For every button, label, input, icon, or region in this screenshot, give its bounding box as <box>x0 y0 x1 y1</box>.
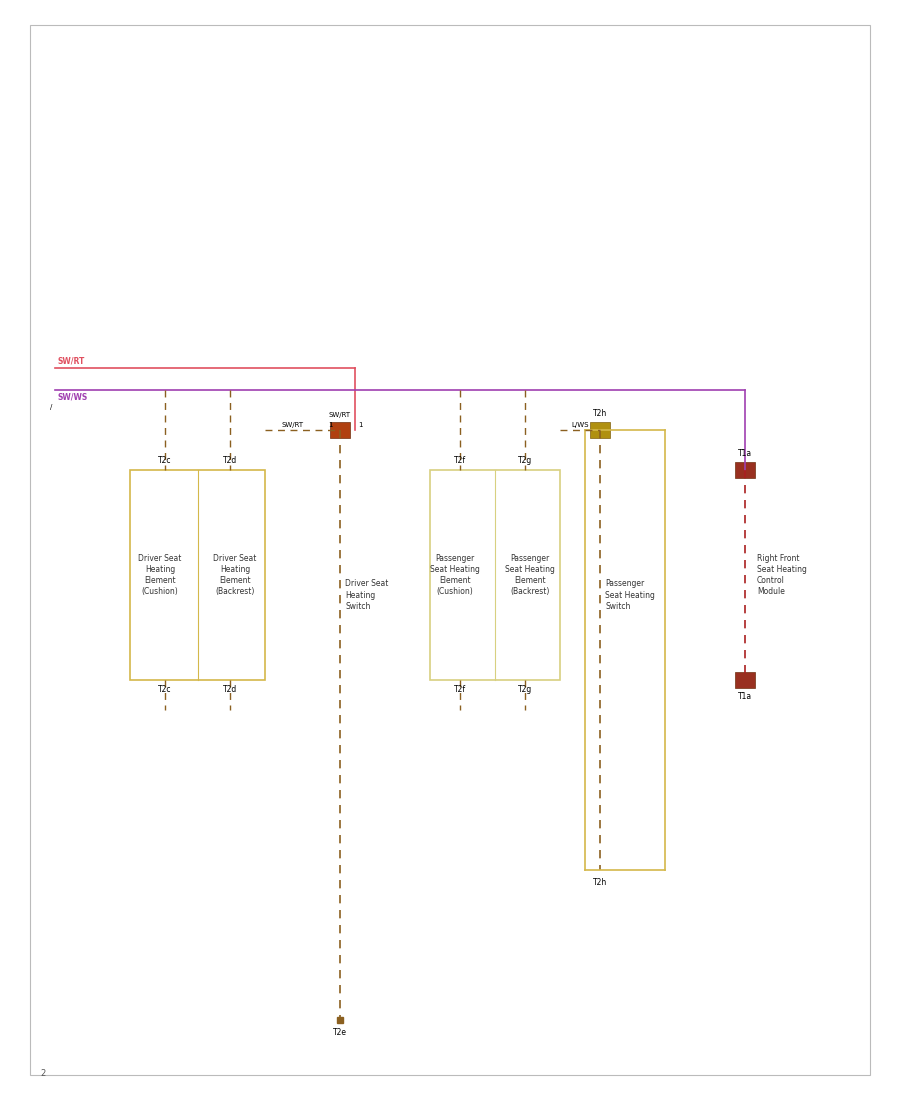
Text: T2e: T2e <box>333 1028 347 1037</box>
Text: Right Front
Seat Heating
Control
Module: Right Front Seat Heating Control Module <box>757 554 807 596</box>
Text: 2: 2 <box>40 1069 45 1078</box>
Text: Driver Seat
Heating
Element
(Backrest): Driver Seat Heating Element (Backrest) <box>213 554 256 596</box>
Bar <box>430 470 560 680</box>
Text: T2f: T2f <box>454 685 466 694</box>
Text: Driver Seat
Heating
Element
(Cushion): Driver Seat Heating Element (Cushion) <box>139 554 182 596</box>
Text: Driver Seat
Heating
Switch: Driver Seat Heating Switch <box>345 580 389 611</box>
Text: T2d: T2d <box>223 685 237 694</box>
Text: Passenger
Seat Heating
Switch: Passenger Seat Heating Switch <box>605 580 655 611</box>
Text: SW/RT: SW/RT <box>57 356 85 365</box>
Bar <box>735 462 755 478</box>
Bar <box>330 422 350 438</box>
Bar <box>590 422 610 438</box>
Text: SW/RT: SW/RT <box>282 422 303 428</box>
Text: T2d: T2d <box>223 456 237 465</box>
Text: SW/RT: SW/RT <box>328 412 351 418</box>
Bar <box>735 672 755 688</box>
Text: T2c: T2c <box>158 456 172 465</box>
Text: /: / <box>50 404 52 410</box>
Text: SW/WS: SW/WS <box>57 392 87 402</box>
Text: 1: 1 <box>328 422 332 428</box>
Text: T2g: T2g <box>518 456 532 465</box>
Text: Passenger
Seat Heating
Element
(Backrest): Passenger Seat Heating Element (Backrest… <box>505 554 555 596</box>
Text: T2g: T2g <box>518 685 532 694</box>
Text: T1a: T1a <box>738 692 752 701</box>
Text: T2f: T2f <box>454 456 466 465</box>
Bar <box>130 470 265 680</box>
Text: T2h: T2h <box>593 409 608 418</box>
Text: T1a: T1a <box>738 449 752 458</box>
Text: L/WS: L/WS <box>572 422 589 428</box>
Text: T2h: T2h <box>593 878 608 887</box>
Text: Passenger
Seat Heating
Element
(Cushion): Passenger Seat Heating Element (Cushion) <box>430 554 480 596</box>
Text: T2c: T2c <box>158 685 172 694</box>
Text: 1: 1 <box>358 422 363 428</box>
